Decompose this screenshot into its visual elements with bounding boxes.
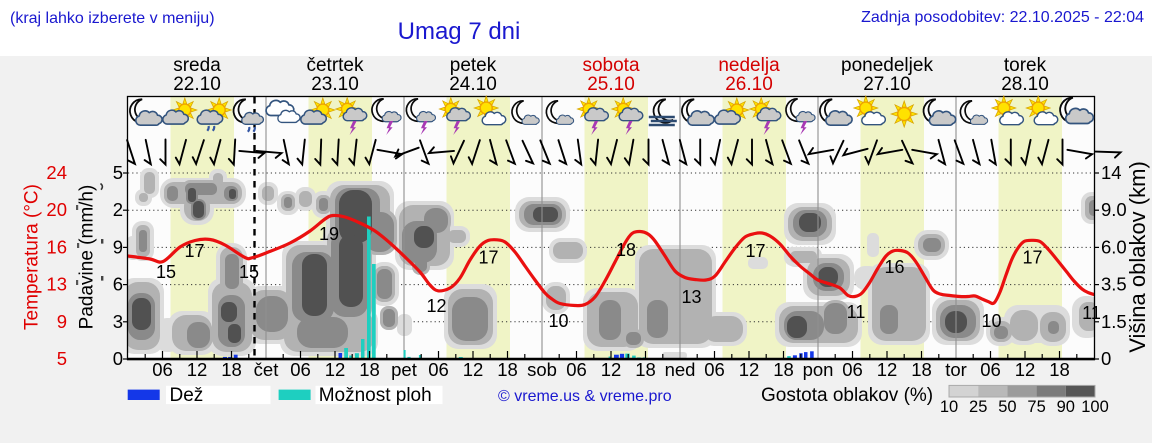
svg-text:18: 18 <box>497 359 518 380</box>
svg-text:1.5: 1.5 <box>1101 311 1127 332</box>
svg-text:06: 06 <box>566 359 587 380</box>
svg-text:11: 11 <box>847 302 866 322</box>
svg-text:Gostota oblakov (%): Gostota oblakov (%) <box>761 385 933 406</box>
svg-text:13: 13 <box>681 287 701 307</box>
svg-text:18: 18 <box>221 359 242 380</box>
svg-text:18: 18 <box>1049 359 1070 380</box>
svg-text:24.10: 24.10 <box>449 74 497 95</box>
svg-text:17: 17 <box>745 241 765 261</box>
svg-text:18: 18 <box>616 240 636 260</box>
svg-text:Višina oblakov (km): Višina oblakov (km) <box>1125 161 1150 353</box>
svg-text:tor: tor <box>945 359 967 380</box>
svg-text:50: 50 <box>998 398 1016 416</box>
svg-text:0: 0 <box>113 348 123 369</box>
svg-text:100: 100 <box>1081 398 1109 416</box>
svg-text:14: 14 <box>1101 162 1122 183</box>
svg-text:3.5: 3.5 <box>1101 274 1127 295</box>
svg-text:Zadnja posodobitev: 22.10.2025: Zadnja posodobitev: 22.10.2025 - 22:04 <box>861 9 1144 26</box>
svg-text:9.0: 9.0 <box>1101 199 1127 220</box>
svg-text:10: 10 <box>548 311 568 331</box>
svg-text:Možnost ploh: Možnost ploh <box>319 385 432 406</box>
svg-text:pet: pet <box>391 359 417 380</box>
svg-text:9: 9 <box>113 236 123 257</box>
svg-text:12: 12 <box>325 359 346 380</box>
svg-text:6.0: 6.0 <box>1101 236 1127 257</box>
svg-text:75: 75 <box>1027 398 1045 416</box>
svg-text:sob: sob <box>527 359 557 380</box>
svg-text:6: 6 <box>113 274 123 295</box>
svg-text:5: 5 <box>113 162 123 183</box>
svg-text:11: 11 <box>1082 303 1101 323</box>
svg-text:Umag 7 dni: Umag 7 dni <box>398 18 521 45</box>
svg-text:12: 12 <box>1015 359 1036 380</box>
svg-text:18: 18 <box>359 359 380 380</box>
svg-text:12: 12 <box>426 296 446 316</box>
svg-text:22.10: 22.10 <box>173 74 221 95</box>
svg-text:15: 15 <box>239 262 259 282</box>
svg-text:čet: čet <box>254 359 279 380</box>
svg-text:12: 12 <box>463 359 484 380</box>
svg-text:06: 06 <box>704 359 725 380</box>
svg-text:17: 17 <box>478 248 498 268</box>
svg-text:© vreme.us & vreme.pro: © vreme.us & vreme.pro <box>498 388 672 405</box>
svg-text:ned: ned <box>665 359 696 380</box>
svg-text:13: 13 <box>46 274 67 295</box>
svg-text:3: 3 <box>113 311 123 332</box>
svg-text:16: 16 <box>46 236 67 257</box>
svg-text:(kraj lahko izberete v meniju): (kraj lahko izberete v meniju) <box>10 10 215 27</box>
svg-text:18: 18 <box>911 359 932 380</box>
svg-text:pon: pon <box>803 359 834 380</box>
svg-text:0: 0 <box>1101 348 1111 369</box>
svg-text:sobota: sobota <box>582 55 639 76</box>
svg-text:26.10: 26.10 <box>725 74 773 95</box>
svg-text:18: 18 <box>773 359 794 380</box>
svg-text:15: 15 <box>156 262 176 282</box>
svg-text:23.10: 23.10 <box>311 74 359 95</box>
svg-text:12: 12 <box>739 359 760 380</box>
svg-text:18: 18 <box>635 359 656 380</box>
svg-text:2: 2 <box>113 199 123 220</box>
svg-text:12: 12 <box>877 359 898 380</box>
svg-text:9: 9 <box>57 311 67 332</box>
svg-text:Padavine (mm/h): Padavine (mm/h) <box>77 185 98 330</box>
svg-text:06: 06 <box>842 359 863 380</box>
svg-text:06: 06 <box>980 359 1001 380</box>
svg-text:četrtek: četrtek <box>306 55 364 76</box>
svg-text:5: 5 <box>57 348 67 369</box>
svg-text:16: 16 <box>884 257 904 277</box>
svg-text:19: 19 <box>319 224 339 244</box>
svg-text:06: 06 <box>152 359 173 380</box>
svg-text:17: 17 <box>1022 248 1042 268</box>
svg-text:Temperatura (°C): Temperatura (°C) <box>22 184 43 330</box>
svg-text:20: 20 <box>46 199 67 220</box>
svg-text:25.10: 25.10 <box>587 74 635 95</box>
svg-text:27.10: 27.10 <box>863 74 911 95</box>
svg-text:sreda: sreda <box>173 55 221 76</box>
svg-text:nedelja: nedelja <box>718 55 780 76</box>
svg-text:ponedeljek: ponedeljek <box>841 55 933 76</box>
svg-text:petek: petek <box>450 55 497 76</box>
svg-text:06: 06 <box>290 359 311 380</box>
svg-text:12: 12 <box>601 359 622 380</box>
svg-text:10: 10 <box>940 398 958 416</box>
svg-text:10: 10 <box>981 311 1001 331</box>
svg-text:torek: torek <box>1004 55 1047 76</box>
svg-text:Dež: Dež <box>170 385 204 406</box>
svg-text:06: 06 <box>428 359 449 380</box>
svg-text:28.10: 28.10 <box>1001 74 1049 95</box>
svg-text:12: 12 <box>187 359 208 380</box>
svg-text:17: 17 <box>184 241 204 261</box>
svg-text:90: 90 <box>1057 398 1075 416</box>
svg-text:25: 25 <box>969 398 987 416</box>
svg-text:24: 24 <box>46 162 67 183</box>
